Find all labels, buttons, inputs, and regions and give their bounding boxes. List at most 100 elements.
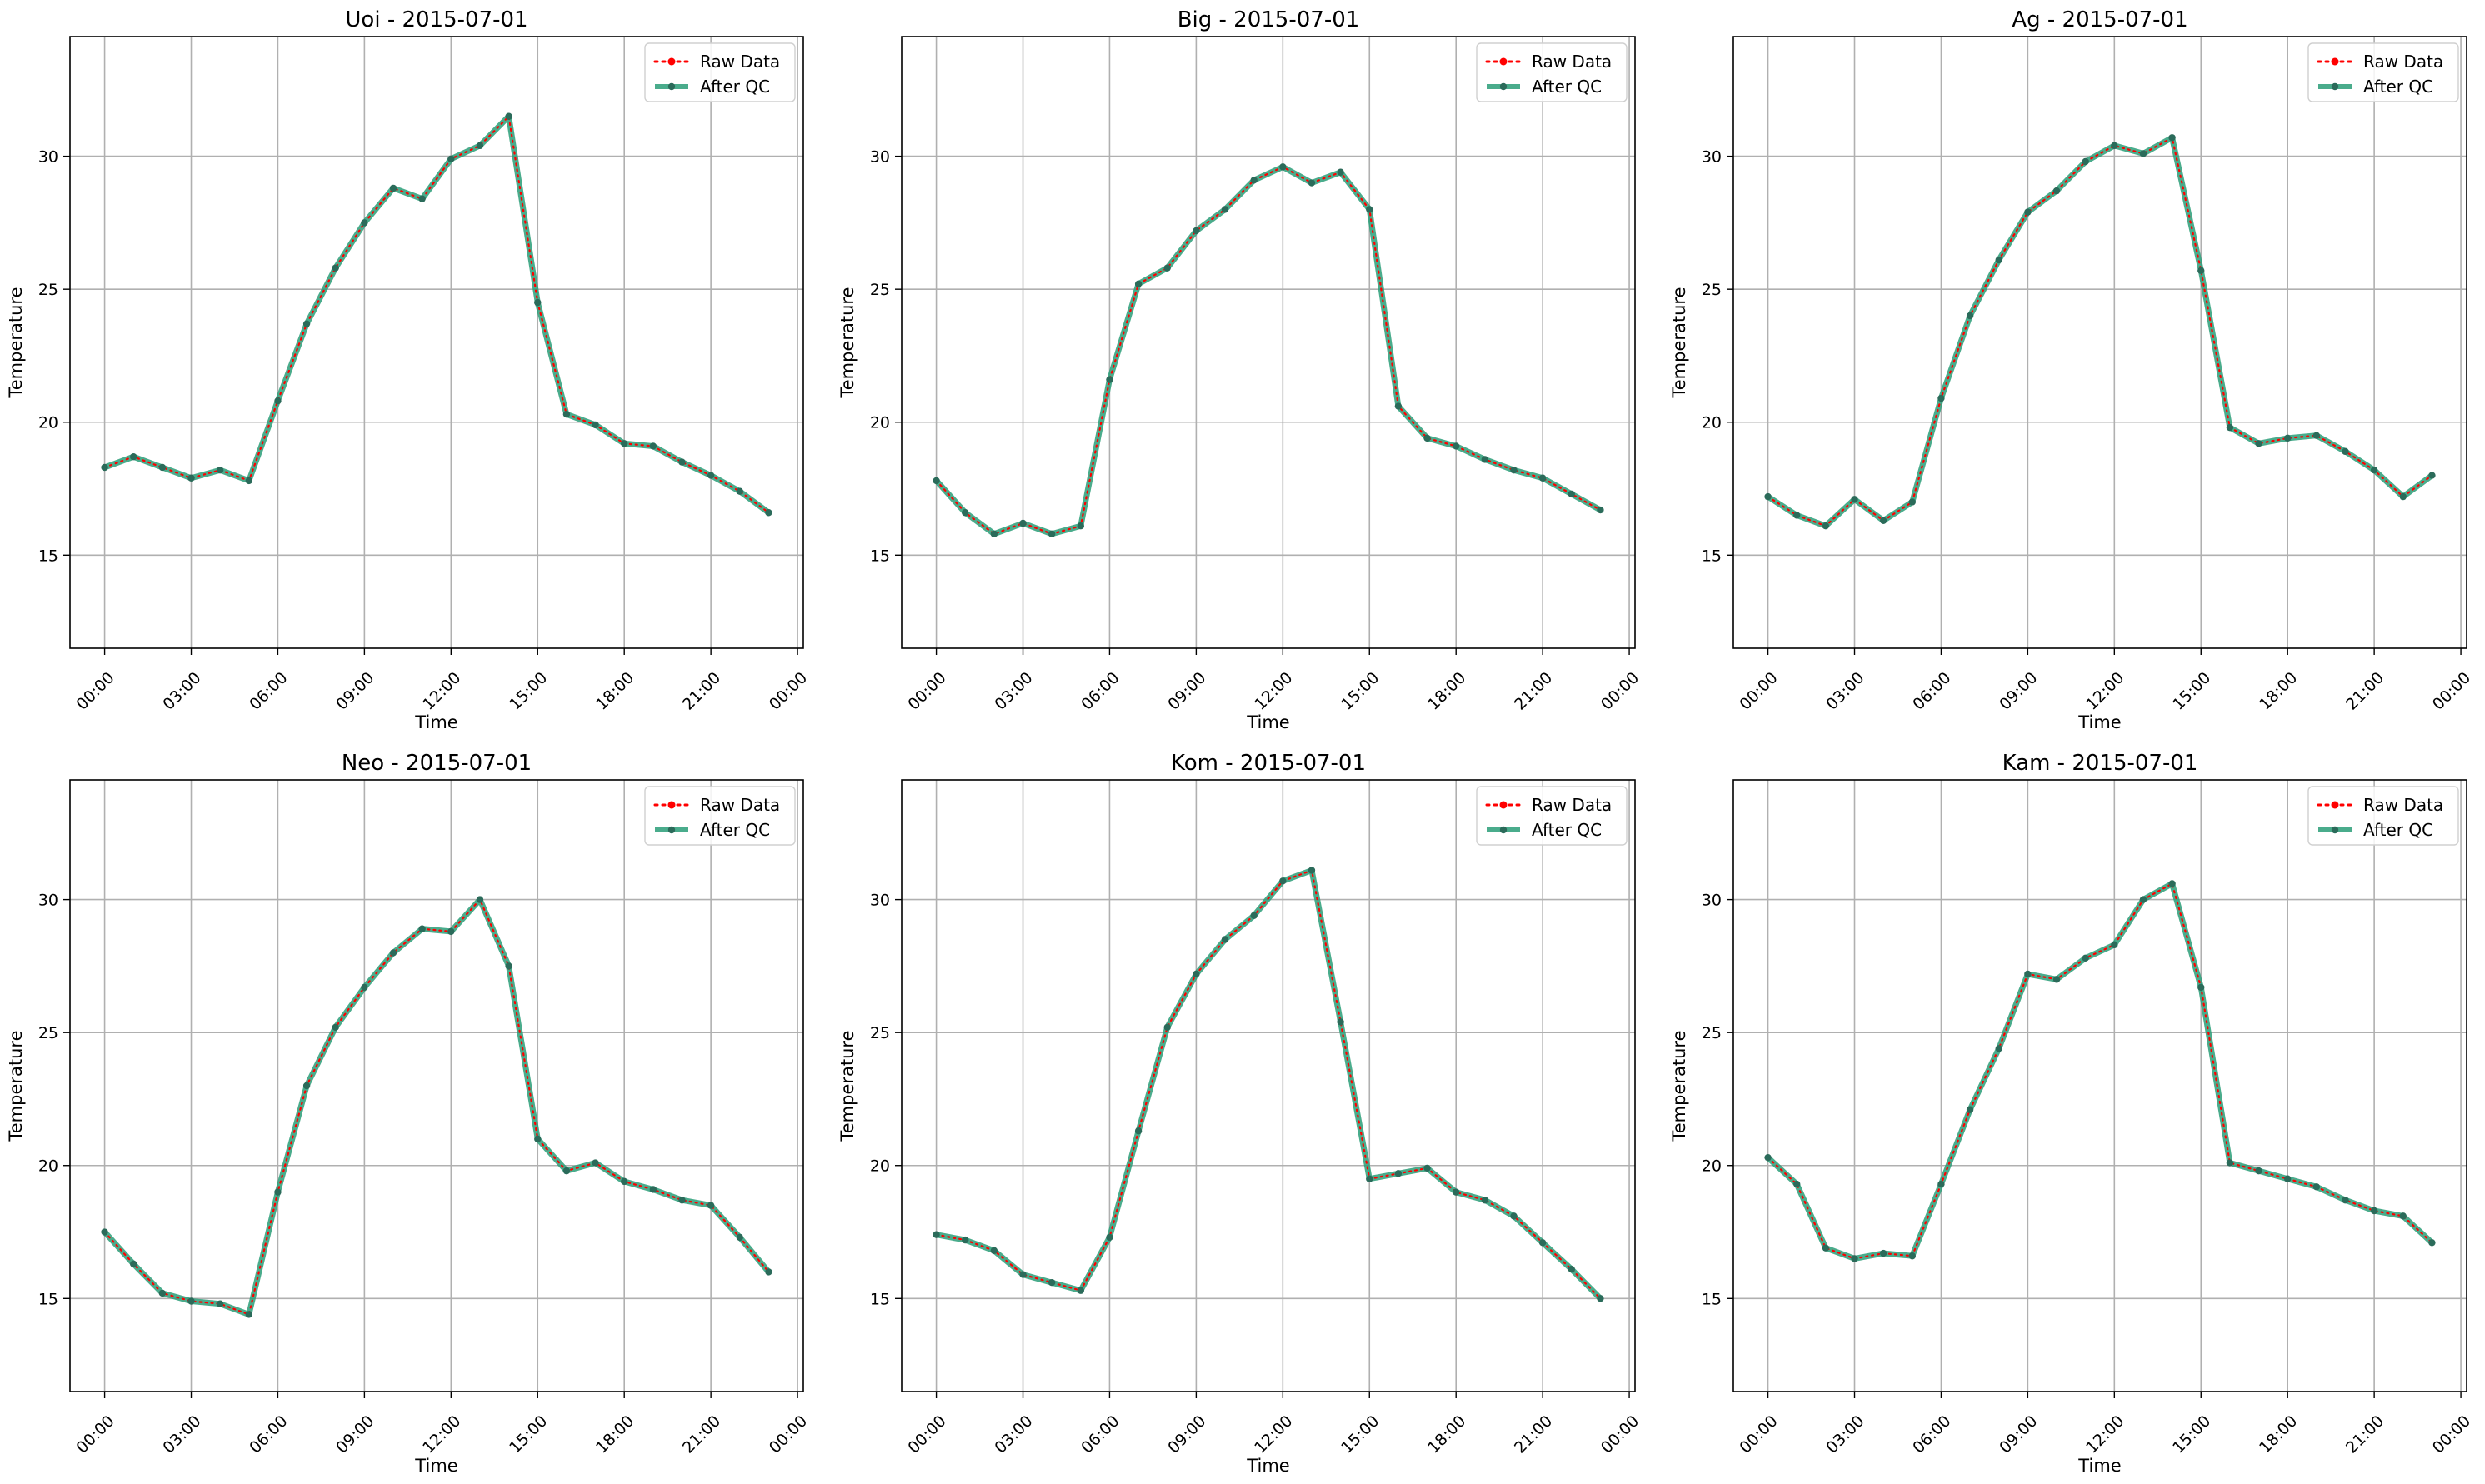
x-tick-label: 00:00 (1598, 668, 1642, 713)
after-qc-point (678, 1197, 686, 1204)
legend: Raw Data After QC (2308, 42, 2459, 102)
x-tick-label: 21:00 (1511, 1412, 1556, 1457)
y-tick-label: 30 (38, 148, 58, 167)
after-qc-point (476, 142, 484, 150)
legend-qc-label: After QC (700, 820, 770, 840)
x-tick-label: 12:00 (419, 668, 464, 713)
after-qc-point (188, 1297, 195, 1305)
after-qc-point (1134, 280, 1142, 287)
after-qc-point (1879, 1249, 1888, 1257)
subplot-title: Neo - 2015-07-01 (342, 751, 532, 776)
y-tick-label: 20 (38, 1157, 58, 1176)
legend-qc-marker (668, 82, 676, 91)
after-qc-point (932, 477, 940, 485)
after-qc-point (562, 410, 571, 418)
after-qc-point (158, 1289, 167, 1297)
x-tick-label: 06:00 (1078, 1412, 1122, 1457)
after-qc-point (1764, 492, 1772, 501)
after-qc-point (2370, 1207, 2378, 1215)
after-qc-point (2139, 150, 2148, 157)
after-qc-point (389, 949, 398, 957)
after-qc-point (1192, 970, 1200, 978)
axes-frame (1732, 36, 2468, 649)
after-qc-point (1481, 456, 1489, 463)
after-qc-point (2399, 1212, 2407, 1220)
legend: Raw Data After QC (644, 786, 796, 846)
after-qc-point (1597, 1295, 1604, 1302)
raw-data-line (103, 897, 770, 1316)
subplot-6: 00:00 03:00 06:00 09:00 12:00 15:00 18:00 21:00… (1669, 751, 2474, 1476)
x-axis-label: Time (1246, 712, 1289, 732)
after-qc-point (448, 927, 455, 936)
x-tick-label: 00:00 (72, 1412, 118, 1457)
after-qc-point (245, 1311, 253, 1318)
y-axis-label: Temperature (6, 287, 26, 398)
legend-qc-label: After QC (1532, 820, 1602, 840)
x-tick-label: 00:00 (2429, 1412, 2474, 1457)
x-tick-label: 21:00 (679, 1412, 724, 1457)
after-qc-point (1452, 442, 1460, 450)
after-qc-point (2226, 1159, 2234, 1167)
y-tick-label: 15 (38, 1290, 58, 1308)
x-tick-label: 03:00 (991, 1412, 1036, 1457)
subplot-4: 00:00 03:00 06:00 09:00 12:00 15:00 18:00 21:00… (6, 751, 811, 1476)
after-qc-point (2283, 1175, 2292, 1182)
after-qc-point (990, 1247, 998, 1255)
after-qc-point (620, 1177, 628, 1186)
x-tick-label: 09:00 (332, 1412, 378, 1457)
after-qc-point (1192, 227, 1200, 235)
x-tick-label: 06:00 (1078, 668, 1122, 713)
after-qc-point (188, 474, 195, 482)
y-axis-label: Temperature (838, 287, 858, 398)
after-qc-point (1481, 1197, 1489, 1204)
y-axis-label: Temperature (1669, 1030, 1689, 1142)
x-tick-label: 09:00 (332, 668, 378, 713)
after-qc-point (1019, 1271, 1027, 1278)
after-qc-point (1538, 1239, 1547, 1247)
legend-qc-marker (1499, 82, 1508, 91)
after-qc-point (2111, 142, 2118, 150)
x-tick-label: 18:00 (2256, 1412, 2301, 1457)
after-qc-point (1394, 402, 1402, 410)
x-axis-label: Time (1246, 1456, 1289, 1476)
after-qc-point (216, 1300, 224, 1307)
after-qc-point (2168, 880, 2176, 887)
after-qc-point (2399, 492, 2407, 501)
x-tick-label: 09:00 (1996, 1412, 2041, 1457)
after-qc-point (1250, 912, 1258, 919)
after-qc-point (1106, 376, 1113, 383)
after-qc-point (2370, 466, 2378, 474)
after-qc-point (1966, 1106, 1974, 1113)
x-tick-label: 00:00 (1736, 668, 1781, 713)
after-qc-point (361, 219, 368, 227)
x-tick-label: 21:00 (1511, 668, 1556, 713)
after-qc-point (736, 487, 743, 495)
after-qc-point (476, 896, 484, 903)
after-qc-point (2198, 983, 2205, 992)
after-qc-point (1106, 1233, 1113, 1242)
after-qc-point (1995, 256, 2002, 264)
after-qc-point (1568, 1266, 1575, 1273)
after-qc-point (1394, 1170, 1402, 1177)
x-tick-label: 00:00 (72, 668, 118, 713)
x-axis-label: Time (414, 1456, 458, 1476)
y-tick-label: 30 (870, 148, 890, 167)
after-qc-point (1764, 1153, 1772, 1162)
axes-frame (69, 36, 804, 649)
after-qc-line (933, 163, 1603, 537)
after-qc-line (102, 113, 772, 516)
subplot-1: 00:00 03:00 06:00 09:00 12:00 15:00 18:00 21:00… (6, 7, 811, 732)
y-tick-label: 20 (870, 1157, 890, 1176)
x-tick-label: 00:00 (1736, 1412, 1781, 1457)
after-qc-point (1163, 264, 1171, 272)
after-qc-point (216, 466, 224, 474)
after-qc-point (620, 440, 628, 447)
x-tick-label: 18:00 (592, 1412, 638, 1457)
x-tick-label: 15:00 (1338, 1412, 1382, 1457)
legend-qc-marker (2331, 826, 2339, 834)
after-qc-point (1019, 519, 1027, 527)
legend: Raw Data After QC (1476, 42, 1628, 102)
after-qc-point (101, 1228, 108, 1236)
after-qc-point (274, 1188, 282, 1196)
after-qc-point (1308, 867, 1316, 874)
